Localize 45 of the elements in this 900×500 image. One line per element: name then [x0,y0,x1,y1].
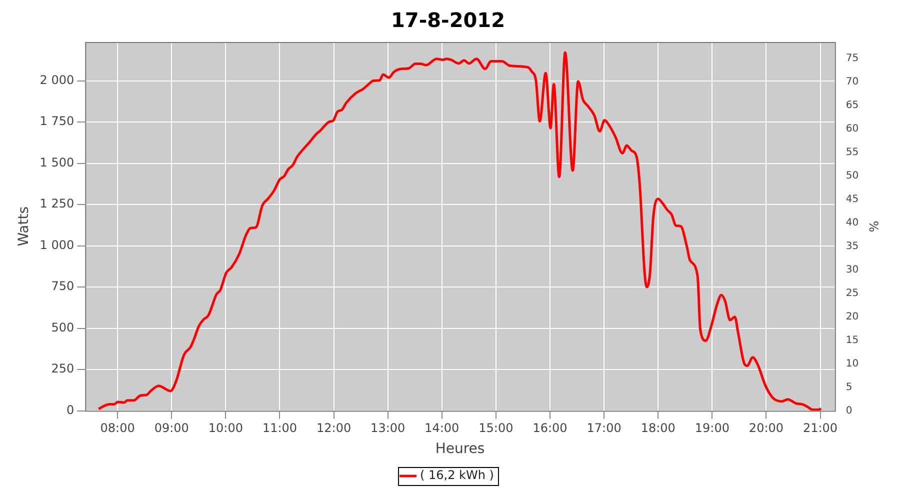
x-tick-label: 13:00 [370,421,406,436]
x-tick-label: 10:00 [208,421,243,436]
y-tick-label: 2 000 [40,72,74,87]
y2-tick-label: 40 [846,217,859,228]
legend-label: ( 16,2 kWh ) [420,468,494,482]
y-tick-label: 1 500 [40,155,74,170]
chart-title: 17-8-2012 [390,8,506,32]
y2-tick-label: 35 [846,240,859,252]
y2-tick-label: 25 [846,288,859,299]
y-tick-label: 750 [51,279,74,294]
y2-tick-label: 45 [846,194,859,205]
y2-tick-label: 30 [846,264,859,276]
line-series [97,51,822,411]
y-tick-label: 500 [51,320,74,334]
y-tick-label: 1 000 [40,238,74,252]
x-tick-label: 16:00 [532,421,568,436]
y2-tick-label: 65 [846,100,859,112]
y2-tick-label: 15 [846,334,859,346]
y-tick-label: 250 [51,362,74,376]
y2-axis-title: % [866,220,881,232]
y2-tick-label: 55 [846,147,859,158]
x-tick-label: 19:00 [694,421,730,436]
x-tick-label: 17:00 [586,421,622,436]
y2-tick-label: 50 [846,170,859,182]
y-axis-title: Watts [16,206,32,246]
y2-tick-label: 10 [846,358,859,370]
x-tick-label: 15:00 [478,421,514,436]
y-tick-label: 1 750 [40,114,74,128]
x-tick-label: 12:00 [316,421,352,436]
y2-tick-label: 0 [846,405,852,416]
y2-tick-label: 5 [846,382,852,393]
y-tick-label: 1 250 [40,196,74,211]
y2-tick-label: 75 [846,53,859,64]
y2-tick-label: 20 [846,311,859,322]
x-tick-label: 18:00 [640,421,676,436]
x-axis-title: Heures [435,441,485,458]
y2-tick-label: 60 [846,124,859,135]
x-tick-label: 20:00 [748,421,784,436]
x-tick-label: 21:00 [802,421,838,436]
y-tick-label: 0 [66,402,74,417]
x-tick-label: 11:00 [262,421,298,436]
y2-tick-label: 70 [846,76,859,88]
x-tick-label: 08:00 [100,421,135,436]
x-tick-label: 14:00 [424,421,460,436]
x-tick-label: 09:00 [154,421,189,436]
